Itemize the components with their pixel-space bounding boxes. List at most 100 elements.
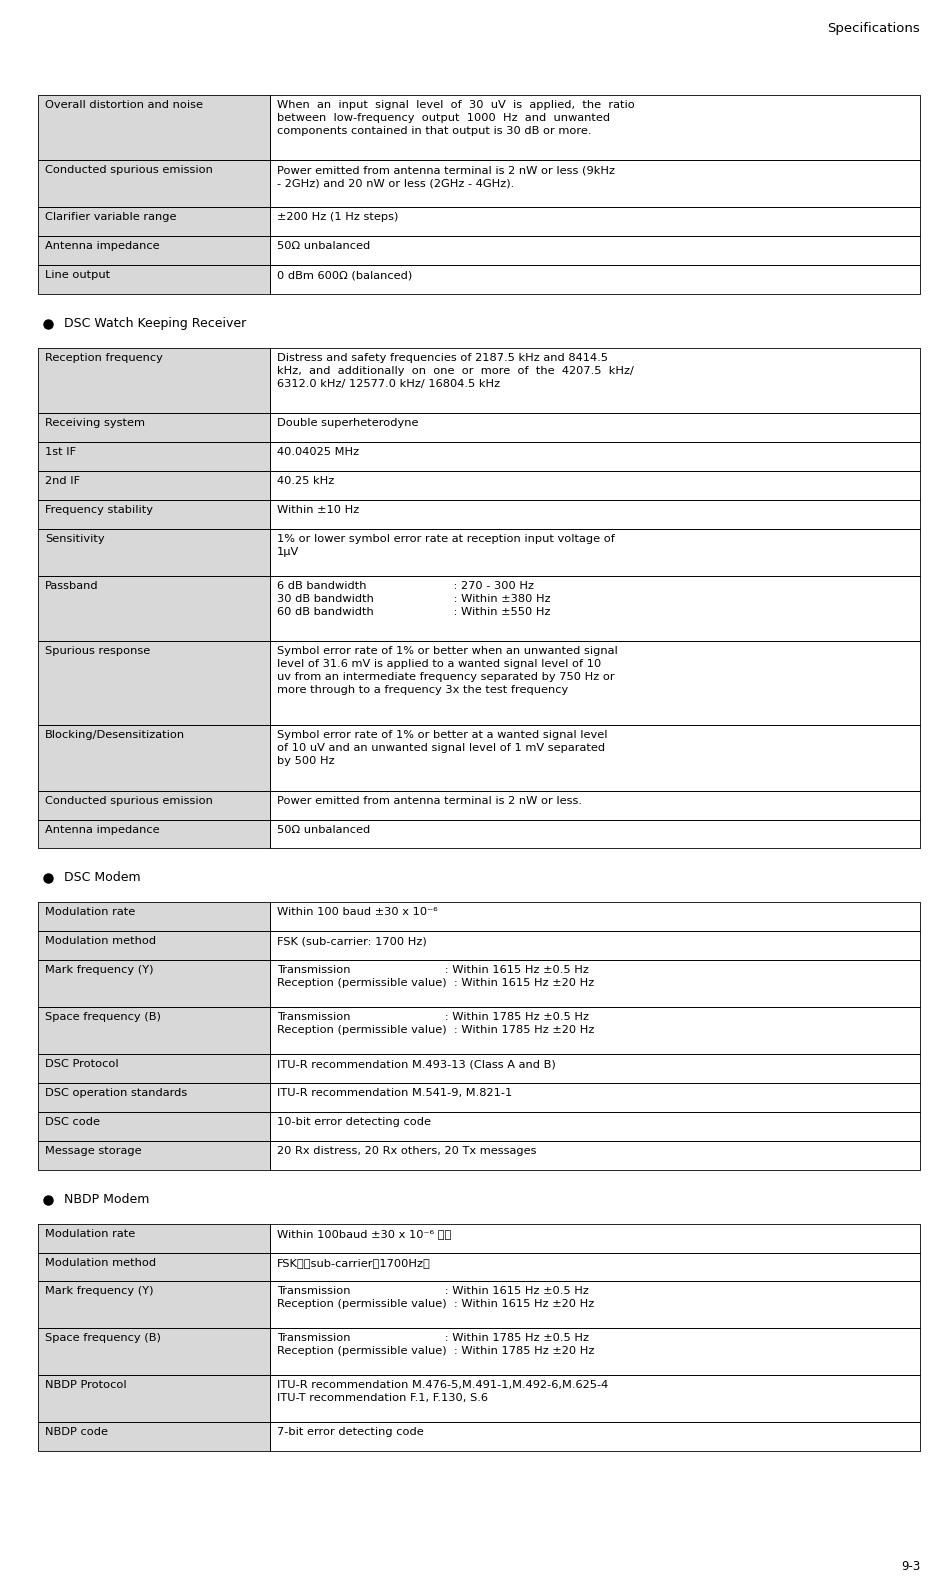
Text: Transmission                          : Within 1615 Hz ±0.5 Hz
Reception (permis: Transmission : Within 1615 Hz ±0.5 Hz Re… bbox=[277, 1287, 594, 1309]
Text: FSK　（sub-carrier：1700Hz）: FSK （sub-carrier：1700Hz） bbox=[277, 1257, 430, 1268]
Bar bbox=[38, 791, 270, 820]
Bar bbox=[38, 1112, 270, 1140]
Bar bbox=[38, 641, 270, 726]
Bar bbox=[270, 1112, 919, 1140]
Bar bbox=[38, 1375, 270, 1423]
Bar bbox=[38, 931, 270, 960]
Bar bbox=[270, 903, 919, 931]
Bar bbox=[38, 1329, 270, 1375]
Bar bbox=[270, 530, 919, 576]
Text: Transmission                          : Within 1615 Hz ±0.5 Hz
Reception (permis: Transmission : Within 1615 Hz ±0.5 Hz Re… bbox=[277, 965, 594, 987]
Bar bbox=[38, 265, 270, 293]
Text: Within 100baud ±30 x 10⁻⁶ 以内: Within 100baud ±30 x 10⁻⁶ 以内 bbox=[277, 1228, 451, 1239]
Bar bbox=[38, 348, 270, 413]
Bar bbox=[38, 1252, 270, 1281]
Text: 6 dB bandwidth                        : 270 - 300 Hz
30 dB bandwidth            : 6 dB bandwidth : 270 - 300 Hz 30 dB band… bbox=[277, 581, 550, 617]
Text: Transmission                          : Within 1785 Hz ±0.5 Hz
Reception (permis: Transmission : Within 1785 Hz ±0.5 Hz Re… bbox=[277, 1013, 594, 1035]
Text: Within ±10 Hz: Within ±10 Hz bbox=[277, 506, 359, 515]
Bar bbox=[270, 641, 919, 726]
Bar bbox=[270, 471, 919, 501]
Text: Modulation rate: Modulation rate bbox=[45, 1228, 135, 1239]
Text: Receiving system: Receiving system bbox=[45, 418, 144, 429]
Bar bbox=[270, 1281, 919, 1329]
Text: 50Ω unbalanced: 50Ω unbalanced bbox=[277, 825, 370, 834]
Bar bbox=[38, 960, 270, 1006]
Bar bbox=[38, 1223, 270, 1252]
Bar bbox=[38, 820, 270, 849]
Text: Frequency stability: Frequency stability bbox=[45, 506, 153, 515]
Text: 50Ω unbalanced: 50Ω unbalanced bbox=[277, 241, 370, 252]
Text: Power emitted from antenna terminal is 2 nW or less.: Power emitted from antenna terminal is 2… bbox=[277, 796, 582, 805]
Text: 40.04025 MHz: 40.04025 MHz bbox=[277, 447, 359, 458]
Bar bbox=[270, 348, 919, 413]
Text: ±200 Hz (1 Hz steps): ±200 Hz (1 Hz steps) bbox=[277, 212, 398, 222]
Bar bbox=[270, 931, 919, 960]
Text: Reception frequency: Reception frequency bbox=[45, 352, 162, 364]
Text: Double superheterodyne: Double superheterodyne bbox=[277, 418, 418, 429]
Text: Transmission                          : Within 1785 Hz ±0.5 Hz
Reception (permis: Transmission : Within 1785 Hz ±0.5 Hz Re… bbox=[277, 1333, 594, 1356]
Bar bbox=[270, 207, 919, 236]
Text: ITU-R recommendation M.493-13 (Class A and B): ITU-R recommendation M.493-13 (Class A a… bbox=[277, 1059, 555, 1069]
Bar bbox=[270, 236, 919, 265]
Text: Specifications: Specifications bbox=[826, 22, 919, 35]
Bar bbox=[38, 501, 270, 530]
Text: Message storage: Message storage bbox=[45, 1145, 142, 1156]
Bar bbox=[270, 960, 919, 1006]
Bar bbox=[38, 1281, 270, 1329]
Bar bbox=[38, 161, 270, 207]
Bar bbox=[270, 1083, 919, 1112]
Text: 1st IF: 1st IF bbox=[45, 447, 76, 458]
Bar bbox=[270, 1252, 919, 1281]
Text: Clarifier variable range: Clarifier variable range bbox=[45, 212, 177, 222]
Text: Conducted spurious emission: Conducted spurious emission bbox=[45, 166, 212, 175]
Text: Antenna impedance: Antenna impedance bbox=[45, 825, 160, 834]
Text: Symbol error rate of 1% or better when an unwanted signal
level of 31.6 mV is ap: Symbol error rate of 1% or better when a… bbox=[277, 646, 617, 695]
Bar bbox=[38, 1423, 270, 1451]
Bar bbox=[38, 1054, 270, 1083]
Text: NBDP Modem: NBDP Modem bbox=[64, 1193, 149, 1206]
Text: 10-bit error detecting code: 10-bit error detecting code bbox=[277, 1116, 430, 1128]
Bar bbox=[270, 1329, 919, 1375]
Text: Antenna impedance: Antenna impedance bbox=[45, 241, 160, 252]
Bar bbox=[270, 265, 919, 293]
Text: Modulation rate: Modulation rate bbox=[45, 908, 135, 917]
Bar bbox=[270, 501, 919, 530]
Text: Space frequency (B): Space frequency (B) bbox=[45, 1013, 160, 1022]
Text: DSC Protocol: DSC Protocol bbox=[45, 1059, 119, 1069]
Bar bbox=[270, 1140, 919, 1169]
Text: 9-3: 9-3 bbox=[900, 1560, 919, 1573]
Text: DSC code: DSC code bbox=[45, 1116, 100, 1128]
Bar bbox=[38, 236, 270, 265]
Text: Sensitivity: Sensitivity bbox=[45, 534, 105, 544]
Text: 7-bit error detecting code: 7-bit error detecting code bbox=[277, 1428, 423, 1437]
Text: Spurious response: Spurious response bbox=[45, 646, 150, 657]
Text: Space frequency (B): Space frequency (B) bbox=[45, 1333, 160, 1343]
Bar bbox=[270, 161, 919, 207]
Bar bbox=[270, 576, 919, 641]
Bar bbox=[38, 530, 270, 576]
Text: Modulation method: Modulation method bbox=[45, 1257, 156, 1268]
Text: ITU-R recommendation M.476-5,M.491-1,M.492-6,M.625-4
ITU-T recommendation F.1, F: ITU-R recommendation M.476-5,M.491-1,M.4… bbox=[277, 1380, 608, 1404]
Bar bbox=[38, 1140, 270, 1169]
Bar bbox=[38, 1083, 270, 1112]
Text: 0 dBm 600Ω (balanced): 0 dBm 600Ω (balanced) bbox=[277, 270, 412, 281]
Bar bbox=[38, 1006, 270, 1054]
Text: NBDP code: NBDP code bbox=[45, 1428, 108, 1437]
Text: ITU-R recommendation M.541-9, M.821-1: ITU-R recommendation M.541-9, M.821-1 bbox=[277, 1088, 512, 1097]
Bar bbox=[38, 471, 270, 501]
Bar bbox=[270, 1375, 919, 1423]
Bar bbox=[38, 207, 270, 236]
Text: Within 100 baud ±30 x 10⁻⁶: Within 100 baud ±30 x 10⁻⁶ bbox=[277, 908, 437, 917]
Text: Overall distortion and noise: Overall distortion and noise bbox=[45, 100, 203, 110]
Bar bbox=[270, 1423, 919, 1451]
Bar bbox=[38, 726, 270, 791]
Text: Mark frequency (Y): Mark frequency (Y) bbox=[45, 1287, 153, 1297]
Bar bbox=[270, 820, 919, 849]
Text: 2nd IF: 2nd IF bbox=[45, 477, 80, 486]
Text: When  an  input  signal  level  of  30  uV  is  applied,  the  ratio
between  lo: When an input signal level of 30 uV is a… bbox=[277, 100, 634, 136]
Text: DSC Watch Keeping Receiver: DSC Watch Keeping Receiver bbox=[64, 317, 246, 330]
Bar bbox=[270, 96, 919, 161]
Text: Modulation method: Modulation method bbox=[45, 936, 156, 946]
Bar bbox=[270, 413, 919, 442]
Bar bbox=[38, 576, 270, 641]
